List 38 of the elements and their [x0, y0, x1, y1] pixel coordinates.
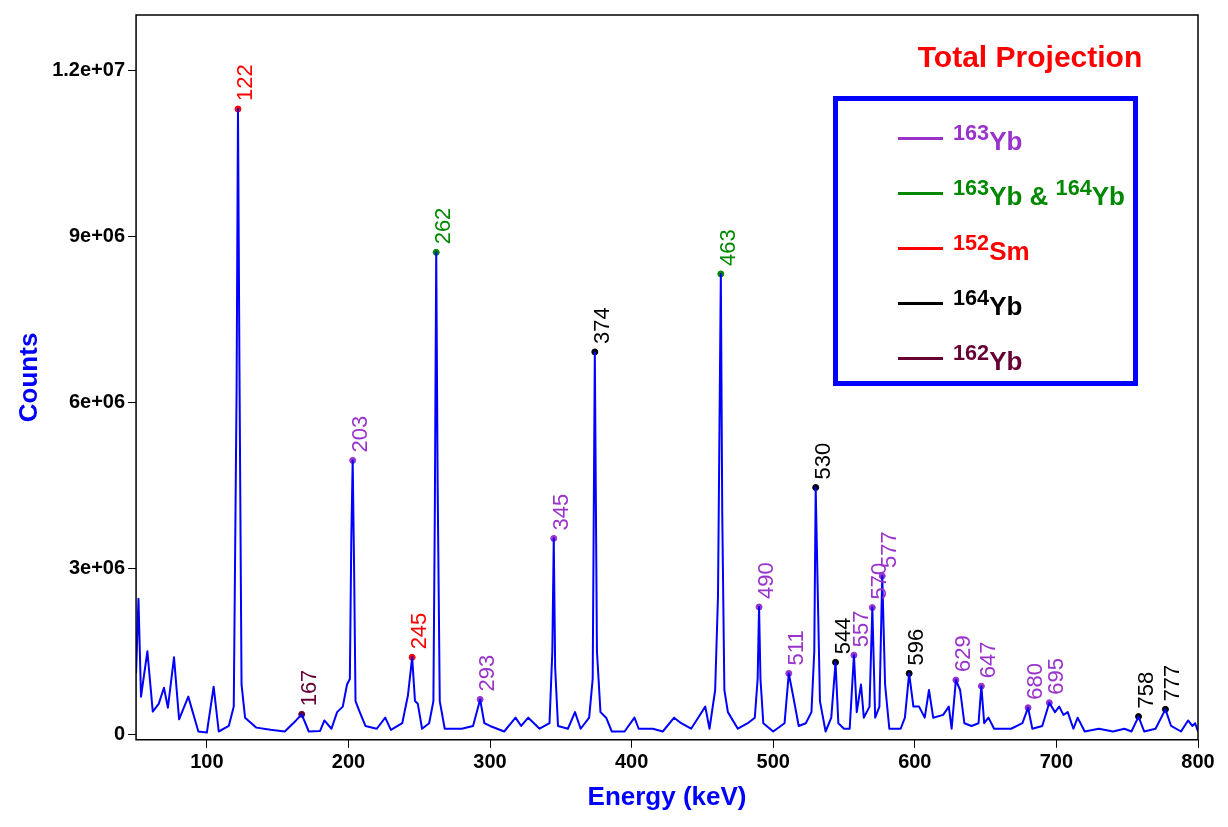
annotation: 511: [782, 630, 808, 666]
annotation: 463: [714, 229, 740, 266]
annotation: 490: [753, 562, 779, 600]
x-tick-label: 100: [190, 750, 224, 773]
legend-label: $^{163}$Yb & $^{164}$Yb: [953, 175, 1125, 212]
x-axis-title: Energy (keV): [587, 780, 747, 811]
annotation: 777: [1159, 664, 1185, 702]
annotation: 345: [547, 493, 573, 531]
annotation: 596: [903, 628, 929, 666]
annotation: 530: [809, 442, 835, 480]
x-tick-label: 800: [1181, 750, 1215, 773]
x-tick-label: 600: [898, 750, 932, 773]
x-tick-label: 300: [473, 750, 507, 773]
x-tick-label: 700: [1039, 750, 1074, 773]
annotation: 167: [295, 669, 321, 707]
y-tick-label: 6e+06: [68, 389, 126, 412]
legend-label: $^{152}$Sm: [953, 230, 1030, 267]
annotation: 203: [346, 415, 372, 453]
legend-label: $^{164}$Yb: [953, 285, 1023, 322]
text: Total Projection: [916, 40, 1144, 74]
annotation: 293: [474, 654, 500, 692]
annotation: 262: [430, 207, 456, 245]
y-tick-label: 1.2e+07: [52, 57, 126, 80]
x-tick-label: 200: [331, 750, 366, 773]
legend-label: $^{162}$Yb: [953, 340, 1023, 377]
annotation: 647: [975, 641, 1001, 679]
y-tick-label: 3e+06: [68, 555, 126, 578]
legend-label: $^{163}$Yb: [953, 120, 1023, 157]
annotation: 122: [232, 64, 258, 102]
y-tick-label: 9e+06: [68, 223, 126, 246]
annotation: 374: [588, 307, 614, 344]
annotation: 758: [1132, 671, 1158, 709]
annotation: 245: [406, 612, 432, 650]
x-tick-label: 400: [614, 750, 649, 773]
x-tick-label: 500: [756, 750, 790, 773]
annotation: 629: [949, 635, 975, 673]
y-axis-title: Counts: [12, 332, 43, 423]
y-tick-label: 0: [113, 721, 126, 744]
